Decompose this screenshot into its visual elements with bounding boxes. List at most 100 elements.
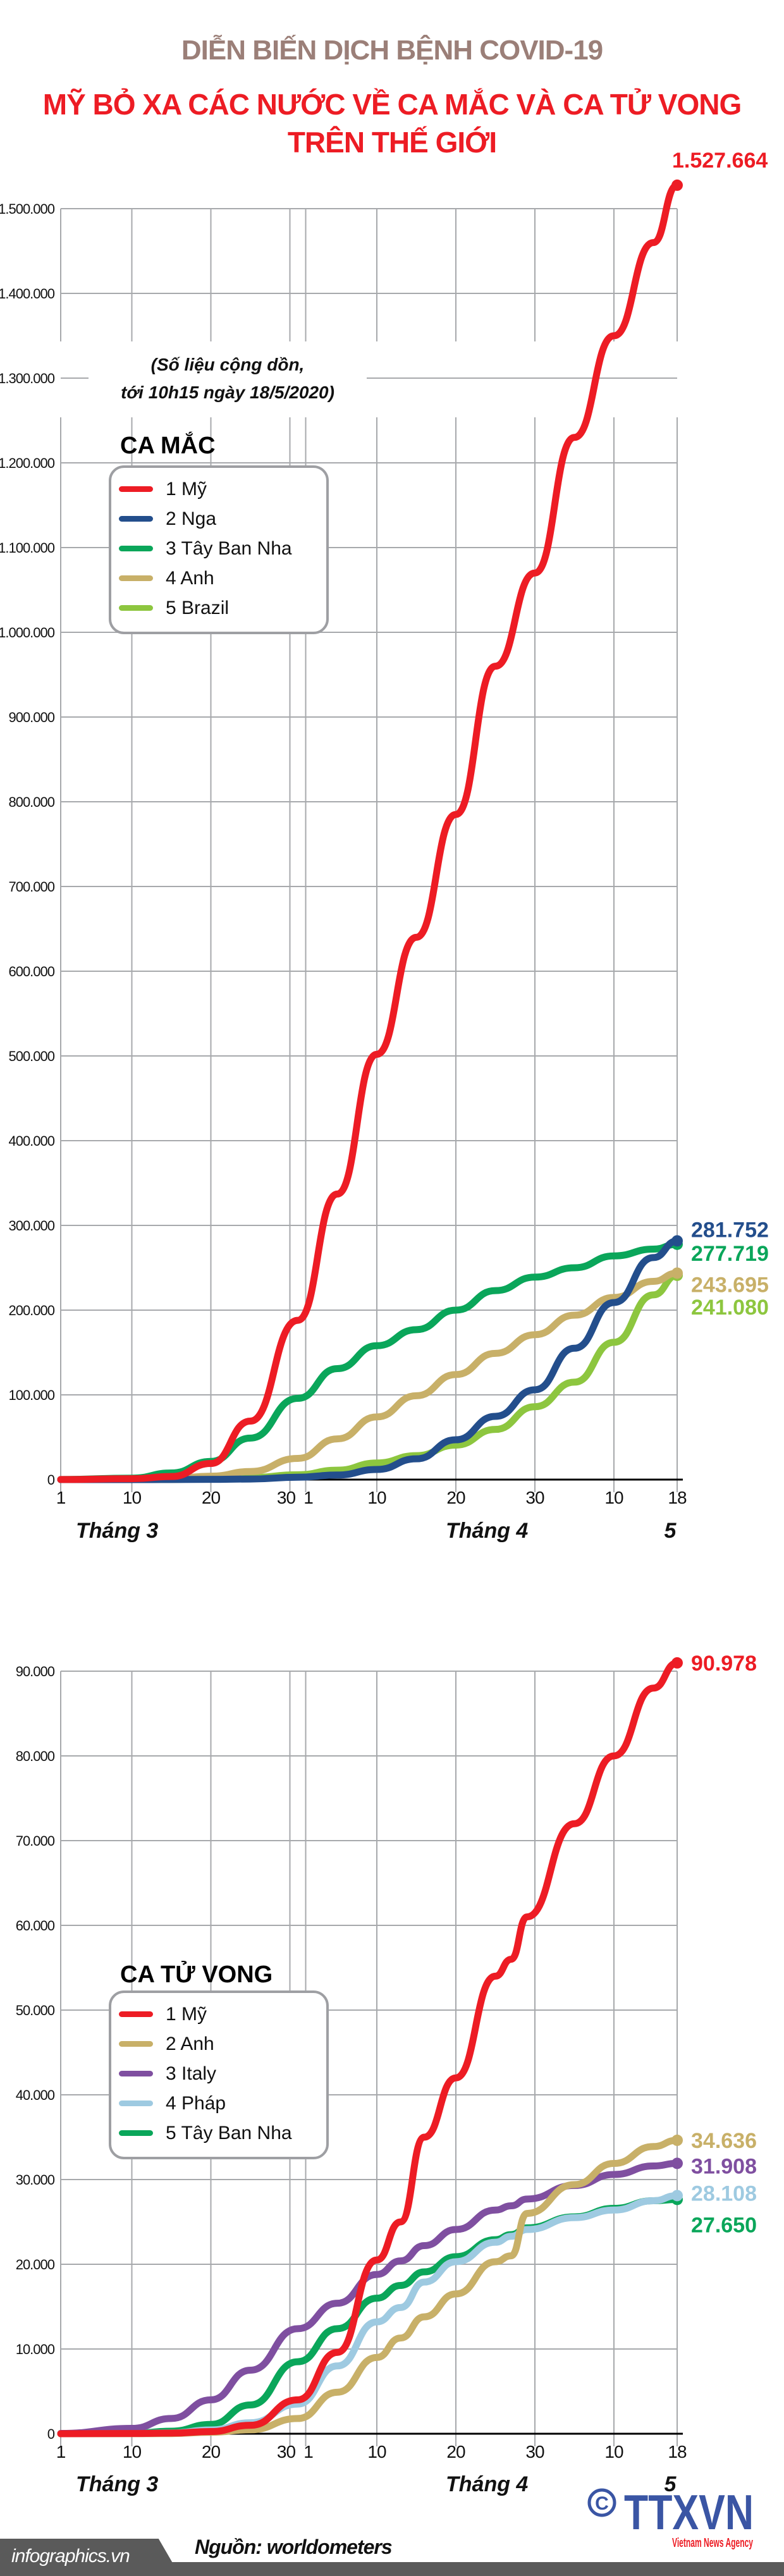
month-label: 5 bbox=[665, 2472, 677, 2496]
end-value-label: 243.695 bbox=[691, 1273, 769, 1297]
x-tick-label: 10 bbox=[367, 1488, 386, 1507]
x-tick-label: 18 bbox=[668, 1488, 687, 1507]
legend-item: 2 Anh bbox=[111, 2029, 326, 2059]
end-value-label: 34.636 bbox=[691, 2129, 757, 2153]
x-tick-label: 1 bbox=[303, 1488, 313, 1507]
y-tick-label: 1.200.000 bbox=[0, 455, 55, 471]
legend-label: 5 Tây Ban Nha bbox=[166, 2122, 292, 2144]
y-tick-label: 800.000 bbox=[8, 794, 54, 810]
logo-wordmark: TTXVN bbox=[624, 2484, 754, 2540]
y-tick-label: 30.000 bbox=[16, 2172, 55, 2188]
note-line1: (Số liệu cộng dồn, bbox=[150, 355, 305, 374]
end-point-4 bbox=[671, 2190, 683, 2202]
end-point-2 bbox=[671, 1235, 683, 1247]
end-value-label: 90.978 bbox=[691, 1652, 757, 1676]
legend-label: 2 Anh bbox=[166, 2033, 214, 2054]
series-line-2 bbox=[57, 2137, 681, 2438]
y-tick-label: 90.000 bbox=[16, 1664, 55, 1679]
series-line-2 bbox=[57, 1237, 681, 1483]
x-tick-label: 10 bbox=[123, 2442, 142, 2462]
x-tick-label: 10 bbox=[123, 1488, 142, 1507]
end-value-label: 281.752 bbox=[691, 1218, 769, 1242]
legend-swatch bbox=[119, 575, 153, 581]
end-value-label: 1.527.664 bbox=[672, 149, 768, 173]
end-value-label: 241.080 bbox=[691, 1296, 769, 1320]
x-tick-label: 10 bbox=[367, 2442, 386, 2462]
deaths-legend: 1 Mỹ 2 Anh 3 Italy 4 Pháp 5 Tây Ban Nha bbox=[109, 1990, 329, 2159]
y-tick-label: 80.000 bbox=[16, 1748, 55, 1764]
end-value-label: 277.719 bbox=[691, 1242, 769, 1266]
legend-item: 5 Tây Ban Nha bbox=[111, 2118, 326, 2148]
legend-swatch bbox=[119, 486, 153, 492]
y-tick-label: 70.000 bbox=[16, 1833, 55, 1849]
legend-item: 2 Nga bbox=[111, 504, 326, 534]
y-tick-label: 500.000 bbox=[8, 1048, 54, 1064]
legend-label: 1 Mỹ bbox=[166, 2003, 207, 2025]
month-label: Tháng 3 bbox=[76, 1519, 158, 1543]
x-tick-label: 20 bbox=[446, 1488, 465, 1507]
month-label: Tháng 4 bbox=[446, 2472, 528, 2496]
legend-item: 3 Italy bbox=[111, 2059, 326, 2088]
svg-text:C: C bbox=[595, 2493, 609, 2514]
logo-subtext: Vietnam News Agency bbox=[672, 2536, 754, 2550]
end-point-4 bbox=[671, 1267, 683, 1279]
x-tick-label: 30 bbox=[277, 1488, 296, 1507]
legend-swatch bbox=[119, 2101, 153, 2106]
y-tick-label: 0 bbox=[47, 2426, 55, 2442]
ttxvn-logo: C TTXVN Vietnam News Agency bbox=[585, 2477, 768, 2553]
end-point-2 bbox=[671, 2134, 683, 2146]
legend-label: 1 Mỹ bbox=[166, 478, 207, 500]
main-title-line1: MỸ BỎ XA CÁC NƯỚC VỀ CA MẮC VÀ CA TỬ VON… bbox=[42, 88, 742, 121]
y-tick-label: 1.500.000 bbox=[0, 201, 55, 217]
series-line-4 bbox=[57, 2192, 681, 2438]
deaths-legend-title: CA TỬ VONG bbox=[120, 1961, 273, 1988]
legend-item: 4 Pháp bbox=[111, 2088, 326, 2118]
legend-label: 3 Italy bbox=[166, 2063, 217, 2084]
source-note: Nguồn: worldometers bbox=[195, 2536, 393, 2558]
x-tick-label: 18 bbox=[668, 2442, 687, 2462]
month-label: 5 bbox=[665, 1519, 677, 1543]
series-line-5 bbox=[57, 2195, 681, 2438]
y-tick-label: 300.000 bbox=[8, 1218, 54, 1234]
y-tick-label: 900.000 bbox=[8, 709, 54, 725]
x-tick-label: 20 bbox=[202, 2442, 221, 2462]
y-tick-label: 1.100.000 bbox=[0, 540, 55, 556]
month-label: Tháng 3 bbox=[76, 2472, 158, 2496]
y-tick-label: 50.000 bbox=[16, 2003, 55, 2018]
legend-item: 1 Mỹ bbox=[111, 474, 326, 504]
x-tick-label: 20 bbox=[202, 1488, 221, 1507]
legend-label: 2 Nga bbox=[166, 508, 217, 529]
end-value-label: 27.650 bbox=[691, 2213, 757, 2237]
supertitle: DIỄN BIẾN DỊCH BỆNH COVID-19 bbox=[181, 35, 603, 66]
y-tick-label: 600.000 bbox=[8, 964, 54, 979]
y-tick-label: 10.000 bbox=[16, 2341, 55, 2357]
footer-tab bbox=[0, 2539, 180, 2576]
main-title-line2: TRÊN THẾ GIỚI bbox=[287, 126, 497, 159]
y-tick-label: 60.000 bbox=[16, 1918, 55, 1934]
x-tick-label: 1 bbox=[303, 2442, 313, 2462]
legend-swatch bbox=[119, 516, 153, 522]
y-tick-label: 400.000 bbox=[8, 1133, 54, 1149]
x-tick-label: 10 bbox=[604, 1488, 623, 1507]
legend-item: 1 Mỹ bbox=[111, 1999, 326, 2029]
legend-label: 4 Anh bbox=[166, 567, 214, 589]
cases-legend-title: CA MẮC bbox=[120, 432, 216, 459]
y-tick-label: 200.000 bbox=[8, 1303, 54, 1318]
site-name[interactable]: infographics.vn bbox=[11, 2546, 130, 2567]
legend-swatch bbox=[119, 2130, 153, 2136]
end-point-1 bbox=[671, 1657, 683, 1669]
series-line-1 bbox=[57, 181, 681, 1483]
x-tick-label: 30 bbox=[277, 2442, 296, 2462]
footer-bar bbox=[0, 2562, 784, 2576]
month-label: Tháng 4 bbox=[446, 1519, 528, 1543]
y-tick-label: 20.000 bbox=[16, 2257, 55, 2272]
legend-swatch bbox=[119, 546, 153, 551]
x-tick-label: 1 bbox=[56, 2442, 66, 2462]
y-tick-label: 100.000 bbox=[8, 1387, 54, 1403]
end-value-label: 31.908 bbox=[691, 2154, 757, 2178]
x-tick-label: 20 bbox=[446, 2442, 465, 2462]
series-line-1 bbox=[57, 1659, 681, 2438]
series-line-5 bbox=[57, 1272, 681, 1483]
end-point-1 bbox=[671, 179, 683, 191]
